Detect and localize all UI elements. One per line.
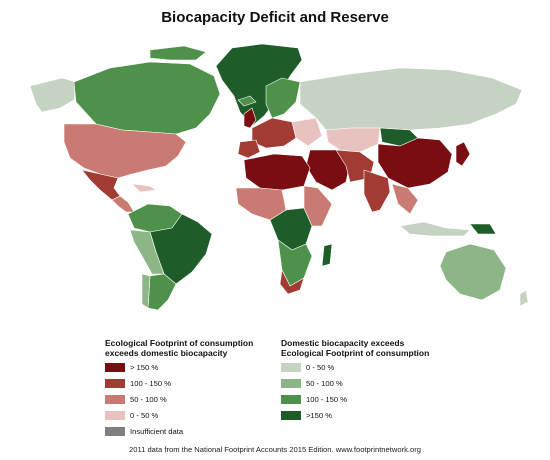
region-japan — [455, 141, 471, 167]
legend-reserve-title: Domestic biocapacity exceeds Ecological … — [281, 338, 429, 358]
region-chile — [141, 273, 151, 309]
legend-reserve-swatch — [281, 379, 301, 388]
legend-deficit-swatch — [105, 363, 125, 372]
source-footer: 2011 data from the National Footprint Ac… — [129, 445, 421, 454]
legend-reserve-label: 100 - 150 % — [306, 395, 347, 404]
region-new-zealand — [519, 289, 529, 307]
region-india — [363, 169, 391, 213]
region-alaska — [29, 77, 77, 113]
region-western-europe — [251, 117, 297, 149]
legend-deficit-label: Insufficient data — [130, 427, 184, 436]
legend-reserve-swatch — [281, 363, 301, 372]
region-southeast-asia — [391, 183, 419, 215]
region-madagascar — [321, 243, 333, 267]
legend-deficit-swatch — [105, 379, 125, 388]
region-east-africa — [303, 185, 333, 227]
legend-reserve-label: >150 % — [306, 411, 332, 420]
legend-deficit-label: > 150 % — [130, 363, 159, 372]
legend-deficit-label: 100 - 150 % — [130, 379, 171, 388]
legend-deficit-title: Ecological Footprint of consumption exce… — [105, 338, 253, 358]
region-indonesia — [399, 221, 471, 237]
legend-deficit-label: 50 - 100 % — [130, 395, 167, 404]
legend-reserve-label: 50 - 100 % — [306, 379, 343, 388]
legend-reserve-swatch — [281, 411, 301, 420]
legend-reserve-title-line1: Domestic biocapacity exceeds — [281, 338, 405, 348]
region-china — [377, 137, 453, 189]
legend-deficit-swatch — [105, 411, 125, 420]
legend-reserve-label: 0 - 50 % — [306, 363, 335, 372]
legend-deficit-title-line1: Ecological Footprint of consumption — [105, 338, 254, 348]
map-title: Biocapacity Deficit and Reserve — [161, 9, 389, 26]
region-peru-bolivia — [129, 229, 165, 275]
legend-deficit-swatch — [105, 395, 125, 404]
region-iceland — [237, 95, 257, 107]
region-papua — [469, 223, 497, 235]
legend-deficit-title-line2: exceeds domestic biocapacity — [105, 348, 228, 358]
region-arctic-islands — [149, 45, 207, 61]
region-eastern-europe — [291, 117, 323, 147]
region-greenland — [215, 43, 303, 127]
region-south-africa — [279, 269, 305, 295]
region-central-asia — [325, 127, 381, 153]
region-russia — [299, 67, 523, 131]
region-canada — [73, 61, 221, 135]
region-uk — [243, 107, 257, 129]
region-usa — [63, 123, 187, 179]
region-north-africa — [243, 153, 311, 191]
region-australia — [439, 243, 507, 301]
region-iberia — [237, 139, 261, 159]
world-map — [29, 43, 529, 311]
legend-deficit-swatch — [105, 427, 125, 436]
legend-reserve-swatch — [281, 395, 301, 404]
legend-deficit-label: 0 - 50 % — [130, 411, 159, 420]
region-central-america — [111, 195, 135, 213]
region-scandinavia — [265, 77, 301, 119]
legend-reserve-title-line2: Ecological Footprint of consumption — [281, 348, 430, 358]
region-caribbean — [131, 183, 157, 193]
